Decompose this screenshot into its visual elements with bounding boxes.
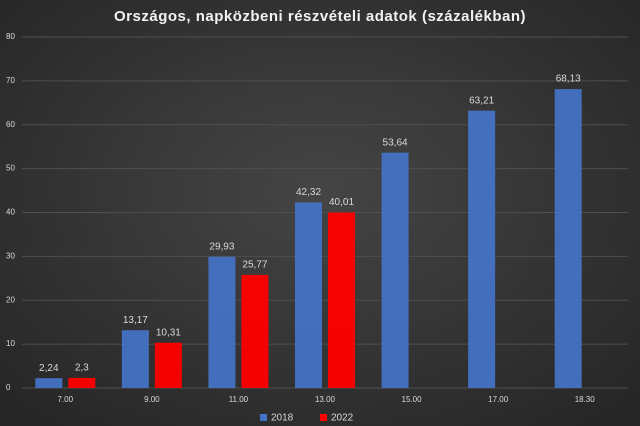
bar xyxy=(241,274,269,388)
x-tick-label: 9.00 xyxy=(144,395,160,404)
bar xyxy=(295,202,322,388)
y-tick-label: 50 xyxy=(6,164,15,173)
legend-swatch xyxy=(260,414,267,421)
value-label: 29,93 xyxy=(209,241,234,252)
y-tick-label: 10 xyxy=(6,339,15,348)
legend-label: 2022 xyxy=(331,413,354,424)
y-tick-label: 60 xyxy=(6,120,15,129)
value-label: 40,01 xyxy=(329,197,354,208)
x-tick-label: 7.00 xyxy=(57,395,73,404)
chart-title: Országos, napközbeni részvételi adatok (… xyxy=(114,8,526,25)
bar xyxy=(68,377,96,388)
value-label: 2,24 xyxy=(39,363,59,374)
bar xyxy=(468,110,496,388)
x-tick-label: 17.00 xyxy=(488,395,509,404)
y-tick-label: 20 xyxy=(6,295,15,304)
bar xyxy=(154,342,182,388)
x-tick-label: 13.00 xyxy=(315,395,336,404)
legend-swatch xyxy=(320,414,327,421)
value-label: 13,17 xyxy=(123,315,148,326)
value-label: 42,32 xyxy=(296,187,321,198)
bar xyxy=(121,330,149,388)
x-tick-label: 11.00 xyxy=(229,395,249,404)
value-label: 25,77 xyxy=(242,260,267,271)
bar xyxy=(208,256,236,388)
value-label: 63,21 xyxy=(469,95,494,106)
bar xyxy=(381,152,409,388)
legend-label: 2018 xyxy=(271,413,294,424)
y-tick-label: 30 xyxy=(6,251,15,260)
y-tick-label: 70 xyxy=(6,76,15,85)
bar xyxy=(554,89,582,389)
value-label: 2,3 xyxy=(75,363,89,374)
bar xyxy=(328,212,355,388)
value-label: 53,64 xyxy=(383,137,408,148)
y-tick-label: 40 xyxy=(6,208,15,217)
value-label: 68,13 xyxy=(556,74,581,85)
value-label: 10,31 xyxy=(156,327,181,338)
y-tick-label: 80 xyxy=(6,32,15,41)
x-tick-label: 15.00 xyxy=(402,395,423,404)
x-tick-label: 18.30 xyxy=(575,395,596,404)
bar xyxy=(35,378,63,388)
y-tick-label: 0 xyxy=(6,383,11,392)
